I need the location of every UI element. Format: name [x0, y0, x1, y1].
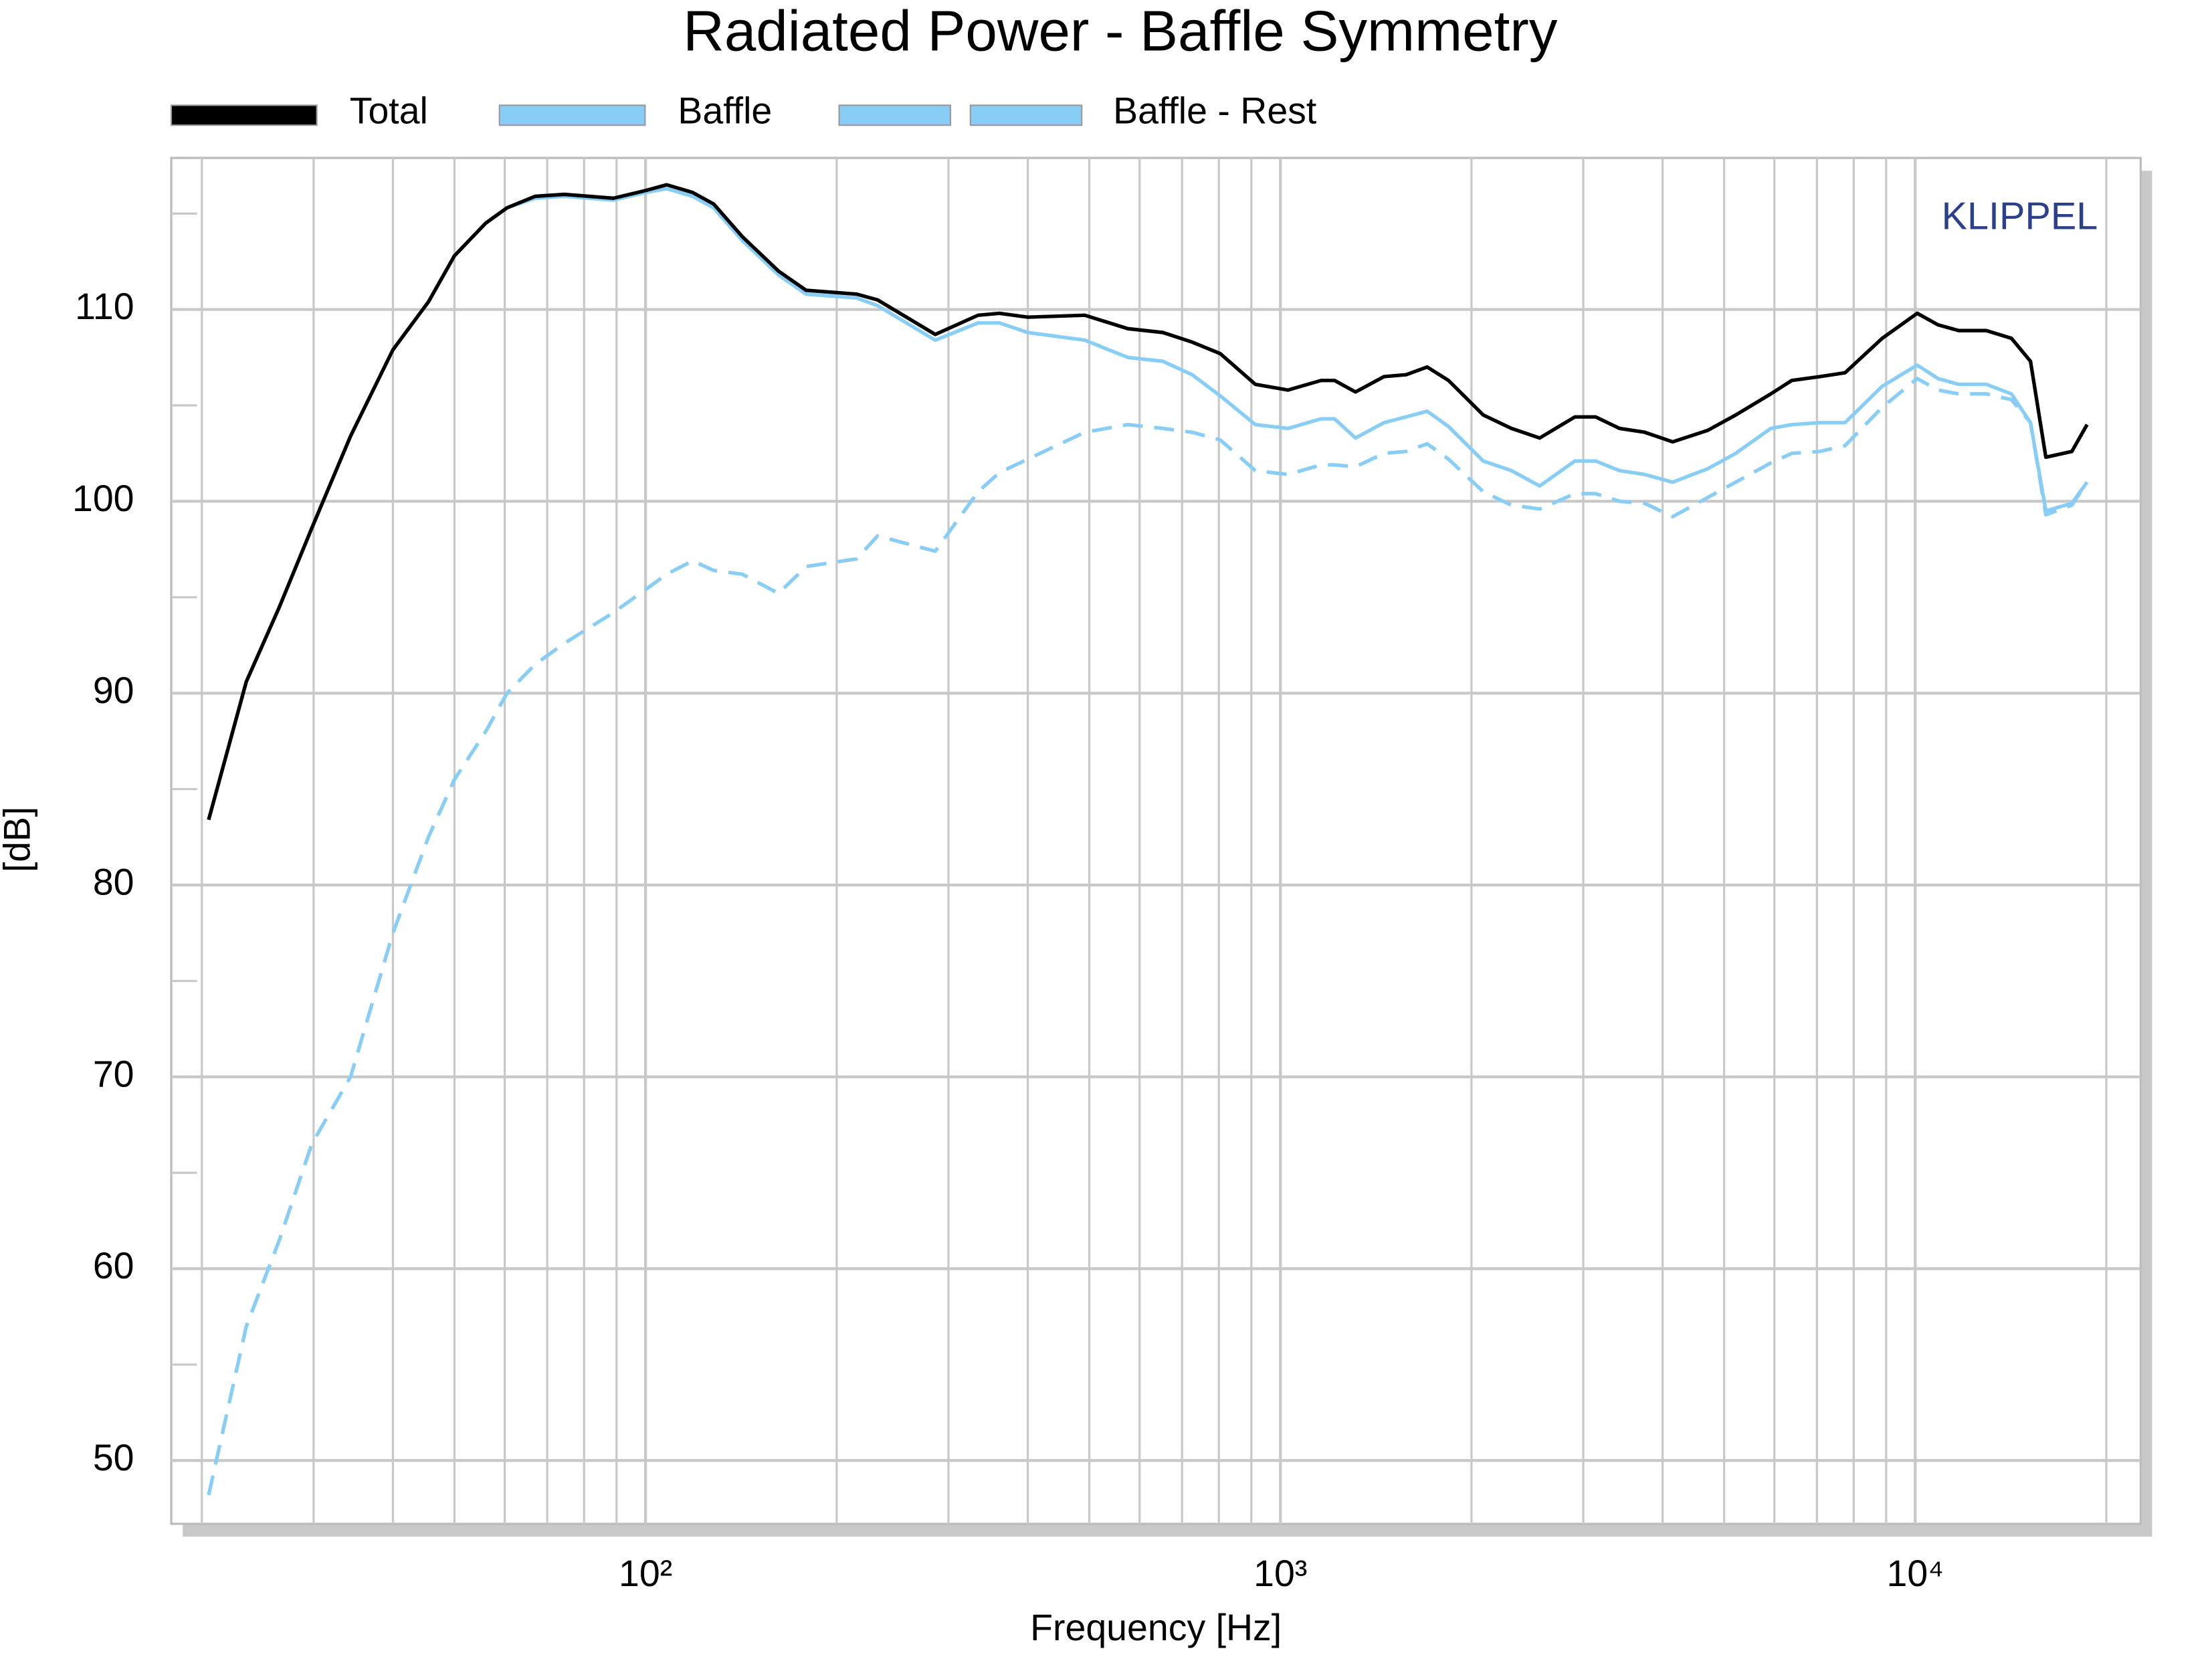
legend-label: Total: [350, 90, 428, 132]
x-axis-label: Frequency [Hz]: [1030, 1607, 1282, 1648]
y-tick-label: 90: [93, 670, 134, 711]
labels: 10² 10³ 10⁴ 50 60 70 80 90 100 110 Total Baffle Baff…: [72, 90, 1944, 1594]
y-tick-label: 100: [72, 478, 134, 519]
series-line: [207, 187, 2089, 821]
chart-title: Radiated Power - Baffle Symmetry: [683, 0, 1558, 64]
x-tick-label: 10⁴: [1887, 1553, 1944, 1594]
legend-swatch: [498, 104, 646, 126]
x-tick-label: 10³: [1253, 1553, 1307, 1594]
y-tick-label: 70: [93, 1053, 134, 1094]
grid: [171, 158, 2141, 1524]
lines: [207, 183, 2089, 1496]
legend-swatch: [969, 104, 1083, 126]
legend-swatch: [838, 104, 952, 126]
series-line: [207, 377, 2089, 1496]
y-tick-label: 50: [93, 1437, 134, 1478]
series-line: [207, 183, 2089, 821]
y-tick-label: 60: [93, 1245, 134, 1286]
annotation: KLIPPEL: [1942, 195, 2098, 238]
y-axis-label: [dB]: [0, 807, 38, 872]
legend-label: Baffle: [678, 90, 772, 132]
y-tick-label: 110: [75, 286, 134, 327]
legend-label: Baffle - Rest: [1113, 90, 1316, 132]
y-tick-label: 80: [93, 862, 134, 903]
legend-swatch: [170, 104, 318, 126]
x-tick-label: 10²: [619, 1553, 672, 1594]
plot-area: [170, 157, 2142, 1525]
